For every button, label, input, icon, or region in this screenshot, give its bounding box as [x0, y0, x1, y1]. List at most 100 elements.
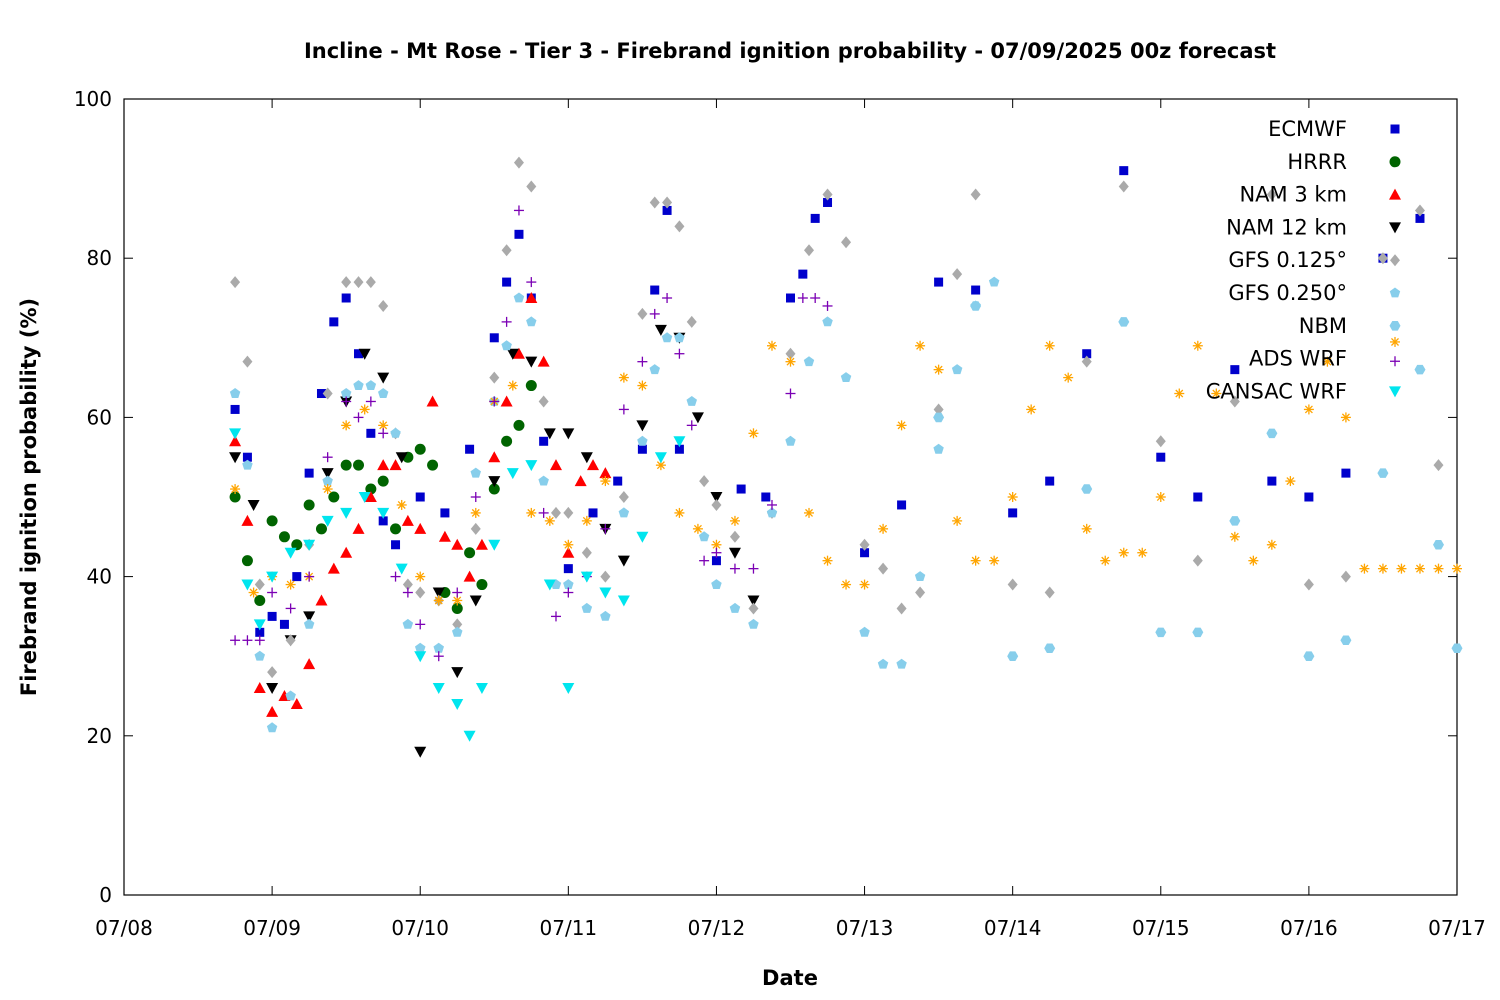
star-marker-ray [527, 508, 536, 517]
data-point [761, 492, 771, 502]
data-point [698, 531, 710, 542]
legend-marker [1389, 287, 1401, 298]
data-point [562, 428, 575, 440]
data-point [513, 419, 525, 431]
star-marker-ray [582, 516, 591, 525]
data-point [1433, 540, 1444, 550]
data-point [1155, 492, 1166, 502]
star-marker-ray [1249, 556, 1258, 565]
data-point [736, 484, 746, 494]
y-tick-label: 100 [74, 87, 112, 111]
data-point [878, 562, 889, 575]
data-point [710, 492, 723, 503]
data-point [798, 269, 808, 279]
data-point [803, 356, 815, 367]
data-point [1156, 452, 1166, 462]
legend: ECMWF HRRR NAM 3 km NAM 12 km GFS 0.125° GFS … [1206, 117, 1401, 403]
data-point [353, 276, 364, 289]
data-point [512, 347, 525, 359]
star-marker-ray [1267, 540, 1276, 549]
star-marker-ray [323, 485, 332, 494]
legend-label: NAM 12 km [1226, 215, 1347, 239]
data-points [229, 156, 1463, 758]
data-point [766, 507, 778, 518]
data-point [506, 468, 519, 480]
data-point [525, 292, 538, 303]
data-point [1192, 554, 1203, 567]
legend-marker [1390, 254, 1400, 267]
data-point [1229, 516, 1241, 526]
data-point [539, 436, 549, 446]
data-point [328, 491, 340, 503]
data-point [673, 436, 686, 448]
data-point [415, 492, 425, 502]
data-point [538, 507, 549, 518]
data-point [600, 476, 611, 487]
legend-marker [1389, 386, 1401, 398]
data-point [1433, 563, 1444, 574]
data-point [599, 467, 612, 479]
data-point [322, 484, 333, 495]
legend-label: NAM 3 km [1239, 183, 1347, 207]
data-point [452, 587, 463, 598]
data-point [1266, 539, 1277, 550]
data-point [292, 572, 302, 582]
data-point [1267, 476, 1277, 486]
data-point [1377, 563, 1388, 574]
star-marker-ray [749, 429, 758, 438]
data-point [1414, 364, 1426, 375]
data-point [315, 523, 327, 535]
plot-frame [123, 98, 1458, 896]
data-point [279, 619, 289, 629]
x-tick-label: 07/13 [836, 916, 894, 940]
data-point [389, 459, 402, 471]
data-point [841, 236, 852, 249]
x-tick-label: 07/15 [1132, 916, 1190, 940]
data-point [364, 491, 377, 502]
data-point [352, 522, 365, 534]
data-point [859, 626, 870, 637]
data-point [1340, 412, 1351, 423]
data-point [488, 476, 501, 488]
star-marker-ray [786, 357, 795, 366]
data-point [1303, 578, 1314, 591]
data-point [1082, 349, 1092, 359]
data-point [304, 571, 315, 582]
data-point [1341, 468, 1351, 478]
data-point [230, 484, 241, 495]
data-point [526, 180, 537, 193]
data-point [526, 507, 537, 518]
data-point [353, 459, 365, 471]
data-point [488, 451, 501, 463]
data-point [1414, 204, 1425, 217]
star-marker-ray [545, 516, 554, 525]
legend-label: ADS WRF [1249, 347, 1347, 371]
data-point [340, 546, 353, 558]
data-point [951, 364, 963, 375]
data-point [896, 420, 907, 431]
data-point [563, 564, 573, 574]
star-marker-ray [1230, 532, 1239, 541]
series-gfs-0-250- [229, 276, 1000, 733]
data-point [475, 683, 488, 695]
data-point [438, 530, 451, 542]
data-point [488, 539, 501, 551]
data-point [229, 428, 242, 440]
star-marker-ray [1453, 564, 1461, 573]
data-point [1396, 563, 1407, 574]
legend-marker [1389, 321, 1401, 331]
data-point [637, 435, 648, 446]
data-point [581, 546, 592, 559]
data-point [377, 372, 390, 384]
data-point [1119, 166, 1129, 176]
data-point [525, 380, 537, 392]
data-point [1377, 468, 1389, 478]
data-point [1452, 563, 1462, 574]
star-marker-ray [712, 540, 721, 549]
data-point [525, 356, 538, 368]
star-marker-ray [416, 572, 425, 581]
data-point [588, 508, 598, 518]
data-point [748, 428, 759, 439]
data-point [241, 579, 254, 591]
data-point [414, 443, 426, 455]
